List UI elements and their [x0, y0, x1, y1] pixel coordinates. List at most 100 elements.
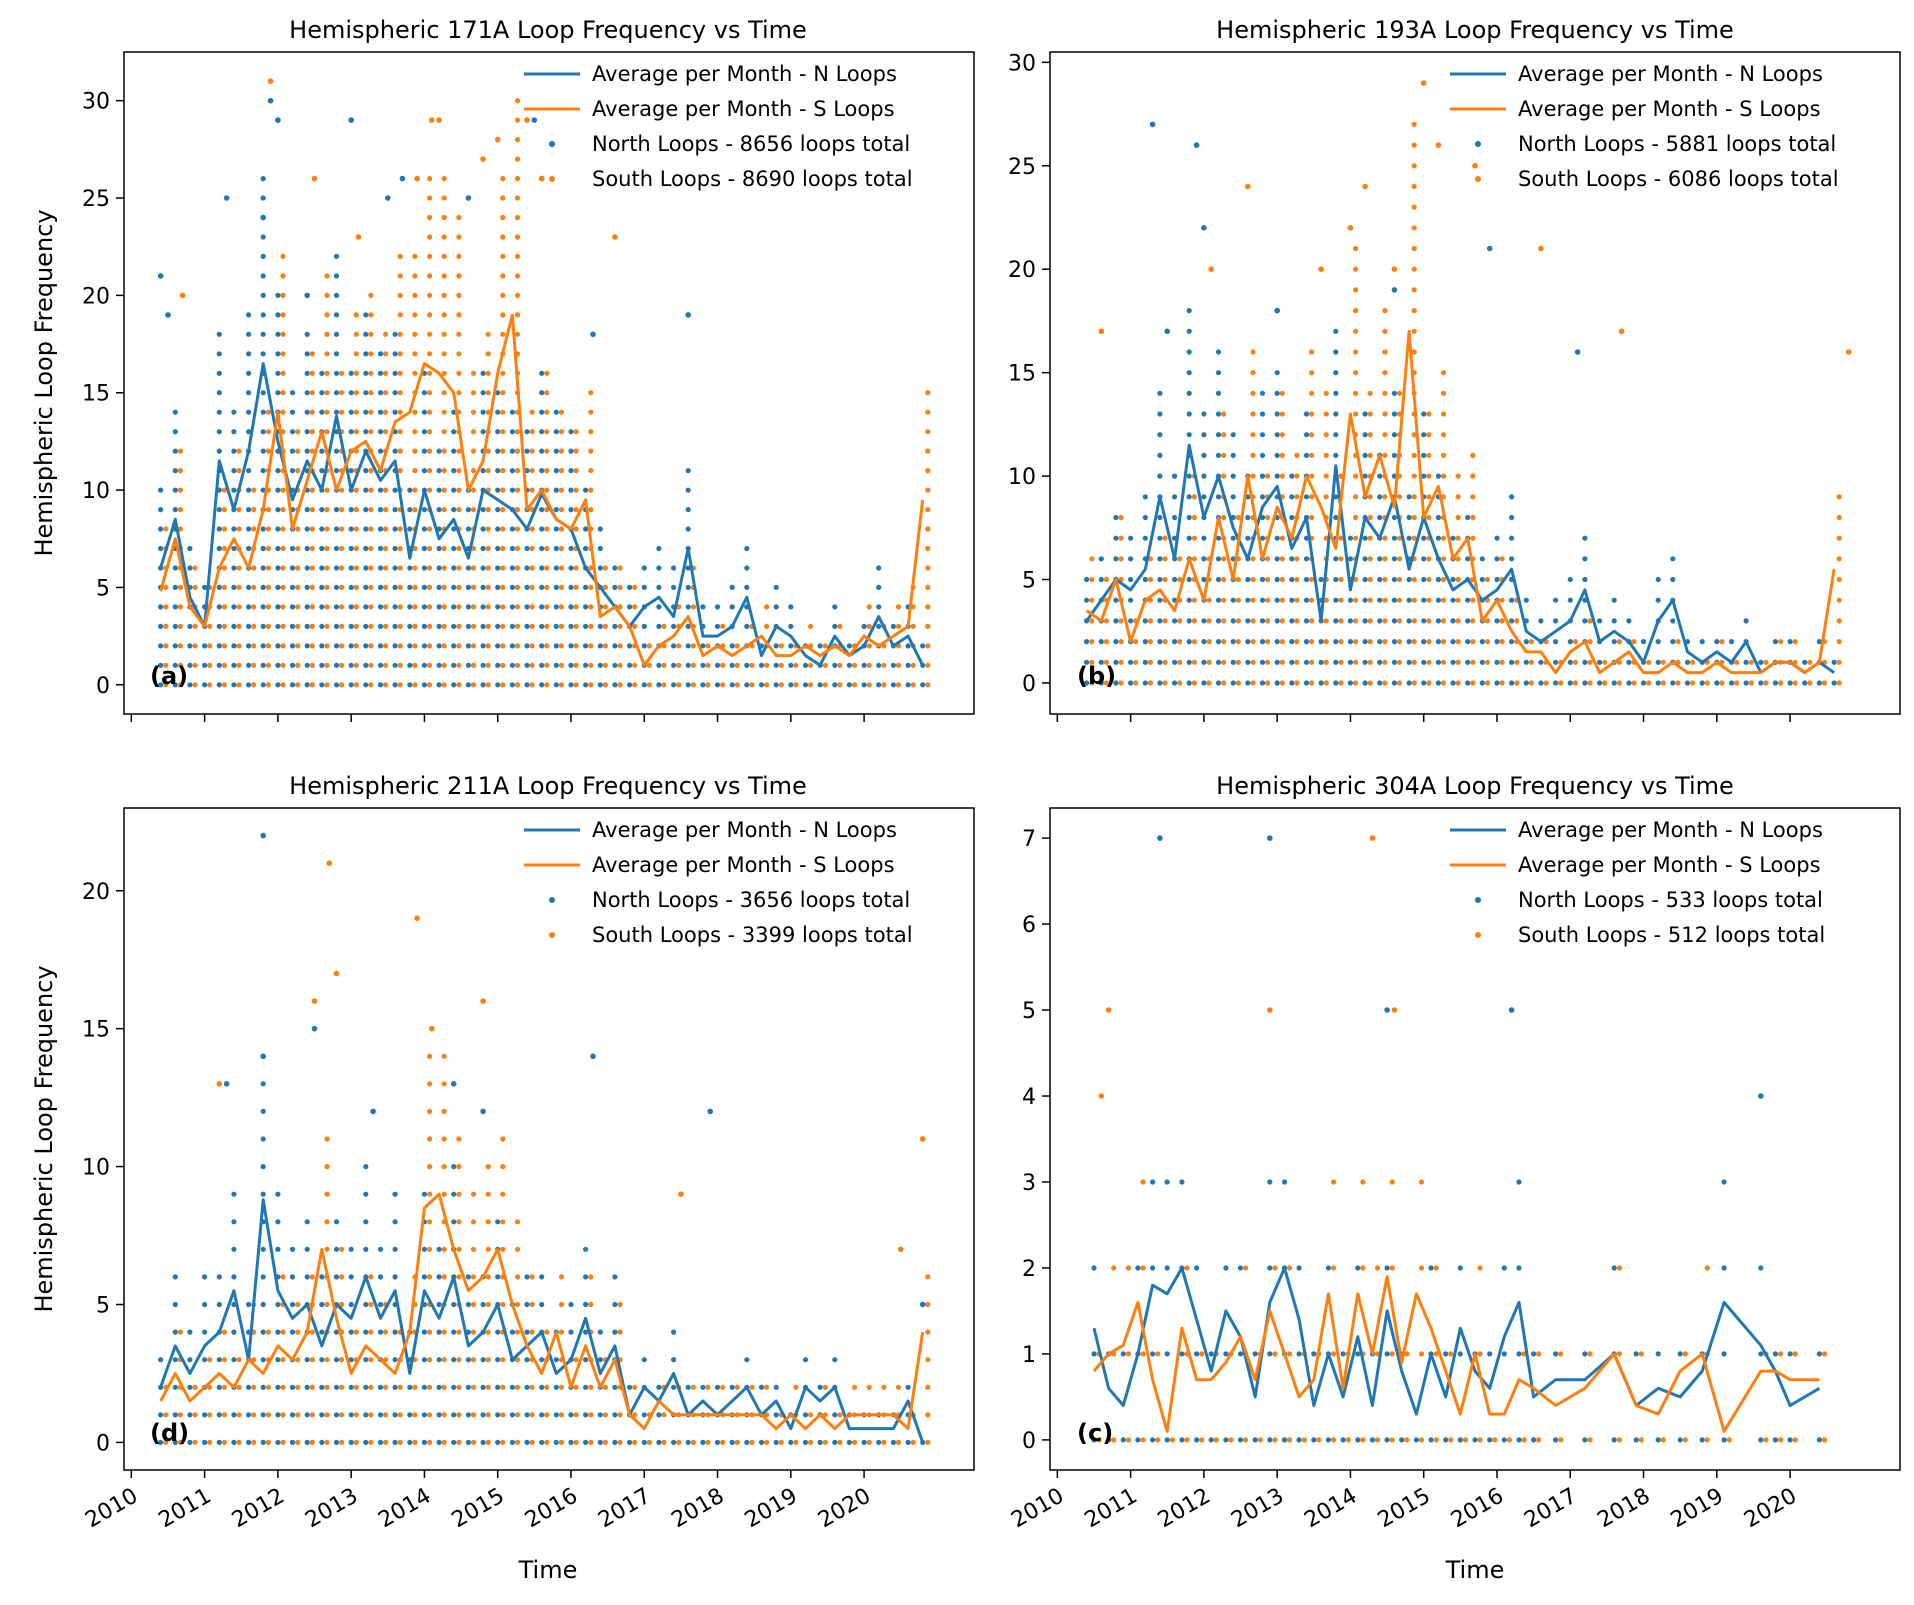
loop-count-dot — [309, 448, 315, 454]
loop-count-dot — [641, 1412, 647, 1418]
loop-count-dot — [1103, 639, 1109, 645]
loop-count-dot — [1457, 1437, 1463, 1443]
loop-count-dot — [1184, 1265, 1190, 1271]
loop-count-dot — [480, 1412, 486, 1418]
loop-count-dot — [1294, 576, 1300, 583]
loop-count-dot — [187, 1357, 193, 1363]
loop-count-dot — [1353, 473, 1359, 479]
loop-count-dot — [319, 1301, 325, 1308]
scatter-point — [1369, 835, 1376, 841]
loop-count-dot — [1186, 308, 1192, 314]
loop-count-dot — [207, 623, 213, 630]
loop-count-dot — [1221, 576, 1227, 583]
loop-count-dot — [265, 448, 271, 454]
loop-count-dot — [1435, 680, 1441, 686]
legend-dot-swatch — [549, 141, 555, 147]
loop-count-dot — [705, 1384, 711, 1390]
loop-count-dot — [714, 1439, 721, 1445]
loop-count-dot — [1281, 1437, 1288, 1443]
loop-count-dot — [216, 507, 222, 513]
scatter-point — [399, 175, 406, 182]
legend-dot-swatch — [1475, 141, 1481, 147]
loop-count-dot — [500, 623, 506, 630]
loop-count-dot — [319, 662, 325, 668]
loop-count-dot — [544, 526, 550, 532]
loop-count-dot — [231, 1274, 237, 1280]
loop-count-dot — [1289, 556, 1295, 562]
loop-count-dot — [407, 526, 413, 532]
plot-frame — [1049, 807, 1901, 1471]
loop-count-dot — [383, 429, 389, 435]
loop-count-dot — [700, 604, 706, 610]
loop-count-dot — [216, 1274, 222, 1280]
loop-count-dot — [890, 1439, 897, 1445]
loop-count-dot — [632, 682, 638, 688]
loop-count-dot — [1223, 1351, 1229, 1357]
loop-count-dot — [890, 682, 897, 688]
loop-count-dot — [246, 370, 252, 376]
loop-count-dot — [509, 565, 515, 571]
loop-count-dot — [1572, 680, 1578, 686]
scatter-point — [678, 1191, 684, 1197]
loop-count-dot — [470, 1219, 477, 1225]
loop-count-dot — [1098, 659, 1104, 665]
loop-count-dot — [480, 1301, 486, 1308]
loop-count-dot — [524, 1357, 530, 1363]
loop-count-dot — [1382, 432, 1388, 438]
loop-count-dot — [216, 1301, 222, 1308]
loop-count-dot — [397, 545, 403, 552]
loop-count-dot — [383, 331, 389, 337]
loop-count-dot — [558, 409, 565, 415]
loop-count-dot — [500, 195, 506, 201]
legend-entry: Average per Month - S Loops — [592, 853, 895, 877]
loop-count-dot — [1367, 576, 1373, 583]
loop-count-dot — [309, 351, 315, 357]
loop-count-dot — [1347, 556, 1353, 562]
loop-count-dot — [1177, 680, 1183, 686]
y-tick-label: 30 — [1008, 51, 1036, 76]
loop-count-dot — [612, 623, 618, 630]
loop-count-dot — [465, 526, 471, 532]
scatter-point — [223, 195, 230, 201]
loop-count-dot — [529, 682, 535, 688]
loop-count-dot — [221, 662, 227, 668]
loop-count-dot — [1382, 535, 1388, 541]
loop-count-dot — [451, 487, 457, 493]
loop-count-dot — [363, 1219, 369, 1225]
loop-count-dot — [436, 1301, 442, 1308]
loop-count-dot — [1147, 680, 1153, 686]
loop-count-dot — [207, 1384, 213, 1390]
loop-count-dot — [573, 623, 579, 630]
loop-count-dot — [295, 545, 301, 552]
legend-entry: Average per Month - N Loops — [1518, 62, 1823, 86]
loop-count-dot — [280, 370, 286, 376]
loop-count-dot — [495, 662, 501, 668]
loop-count-dot — [363, 507, 369, 513]
loop-count-dot — [251, 526, 257, 532]
loop-count-dot — [465, 604, 471, 610]
loop-count-dot — [1294, 639, 1300, 645]
loop-count-dot — [363, 584, 369, 591]
loop-count-dot — [1113, 618, 1119, 624]
loop-count-dot — [881, 1439, 887, 1445]
loop-count-dot — [495, 409, 501, 415]
loop-count-dot — [890, 662, 897, 668]
loop-count-dot — [720, 682, 726, 688]
loop-count-dot — [172, 409, 178, 415]
loop-count-dot — [427, 1053, 433, 1059]
loop-count-dot — [714, 604, 721, 610]
loop-count-dot — [172, 1274, 178, 1280]
loop-count-dot — [1318, 639, 1324, 645]
loop-count-dot — [1374, 1437, 1381, 1443]
loop-count-dot — [412, 487, 418, 493]
loop-count-dot — [363, 1191, 369, 1197]
loop-count-dot — [1296, 1437, 1302, 1443]
loop-count-dot — [1323, 494, 1329, 500]
loop-count-dot — [558, 1329, 565, 1335]
scatter-point — [524, 117, 530, 123]
loop-count-dot — [451, 643, 457, 649]
loop-count-dot — [192, 623, 198, 630]
loop-count-dot — [353, 526, 359, 532]
loop-count-dot — [617, 565, 623, 571]
loop-count-dot — [1230, 597, 1236, 603]
